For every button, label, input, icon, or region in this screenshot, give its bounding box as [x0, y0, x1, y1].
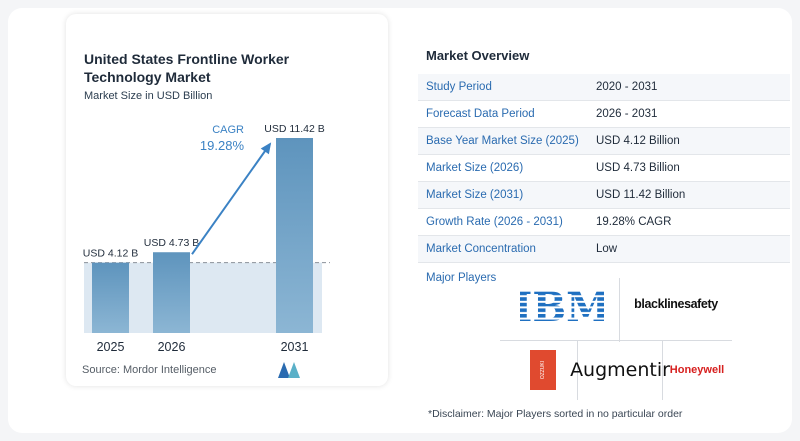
ibm-logo-icon: IBM	[520, 286, 604, 326]
ozzuki-logo-text: OZZUKI	[540, 360, 546, 380]
overview-label: Base Year Market Size (2025)	[418, 127, 596, 155]
overview-row: Base Year Market Size (2025) USD 4.12 Bil…	[418, 127, 790, 155]
overview-row: Market Size (2031) USD 11.42 Billion	[418, 181, 790, 209]
overview-label: Market Size (2031)	[418, 181, 596, 209]
divider	[500, 340, 732, 341]
overview-label: Forecast Data Period	[418, 100, 596, 128]
overview-value: USD 11.42 Billion	[596, 181, 790, 209]
chart-title: United States Frontline Worker Technolog…	[84, 51, 290, 85]
cagr-value: 19.28%	[200, 138, 245, 153]
x-tick-label: 2026	[158, 340, 186, 354]
major-players-label: Major Players	[426, 272, 497, 284]
cagr-arrow	[191, 143, 271, 255]
augmentir-logo-text: Augmentir	[570, 359, 670, 381]
market-overview-table: Study Period 2020 - 2031 Forecast Data Per…	[418, 74, 790, 263]
overview-label: Growth Rate (2026 - 2031)	[418, 208, 596, 236]
divider	[662, 340, 663, 400]
bar-2025	[92, 262, 129, 333]
bar-value-label: USD 4.12 B	[83, 248, 138, 260]
overview-row: Study Period 2020 - 2031	[418, 74, 790, 101]
overview-value: 2020 - 2031	[596, 74, 790, 101]
overview-value: USD 4.12 Billion	[596, 127, 790, 155]
x-tick-label: 2025	[97, 340, 125, 354]
overview-label: Market Concentration	[418, 235, 596, 263]
ozzuki-logo: OZZUKI	[530, 350, 556, 390]
market-overview-title: Market Overview	[426, 48, 530, 63]
bar-value-label: USD 4.73 B	[144, 237, 199, 249]
divider	[577, 340, 578, 400]
overview-value: 19.28% CAGR	[596, 208, 790, 236]
divider	[619, 278, 620, 342]
overview-row: Market Size (2026) USD 4.73 Billion	[418, 154, 790, 182]
svg-text:IBM: IBM	[520, 286, 604, 326]
blacklinesafety-logo-text: blacklinesafety	[634, 297, 718, 311]
overview-row: Forecast Data Period 2026 - 2031	[418, 100, 790, 128]
blacklinesafety-logo: blacklinesafety	[626, 290, 726, 318]
x-tick-label: 2031	[281, 340, 309, 354]
overview-value: USD 4.73 Billion	[596, 154, 790, 182]
overview-row: Growth Rate (2026 - 2031) 19.28% CAGR	[418, 208, 790, 236]
mordor-logo-icon	[278, 362, 300, 378]
augmentir-logo: Augmentir	[570, 352, 670, 388]
chart-subtitle: Market Size in USD Billion	[84, 90, 213, 102]
honeywell-logo: Honeywell	[664, 356, 730, 384]
honeywell-logo-text: Honeywell	[669, 364, 725, 376]
bar-2031	[276, 138, 313, 333]
bar-2026	[153, 252, 190, 333]
overview-value: Low	[596, 235, 790, 263]
overview-row: Market Concentration Low	[418, 235, 790, 263]
disclaimer-note: *Disclaimer: Major Players sorted in no …	[428, 408, 683, 420]
cagr-label: CAGR	[212, 124, 244, 136]
source-note: Source: Mordor Intelligence	[82, 364, 217, 376]
overview-label: Market Size (2026)	[418, 154, 596, 182]
overview-value: 2026 - 2031	[596, 100, 790, 128]
bar-value-label: USD 11.42 B	[264, 123, 325, 135]
ibm-logo: IBM	[520, 284, 604, 328]
cagr-arrowhead	[260, 142, 272, 155]
overview-label: Study Period	[418, 74, 596, 101]
